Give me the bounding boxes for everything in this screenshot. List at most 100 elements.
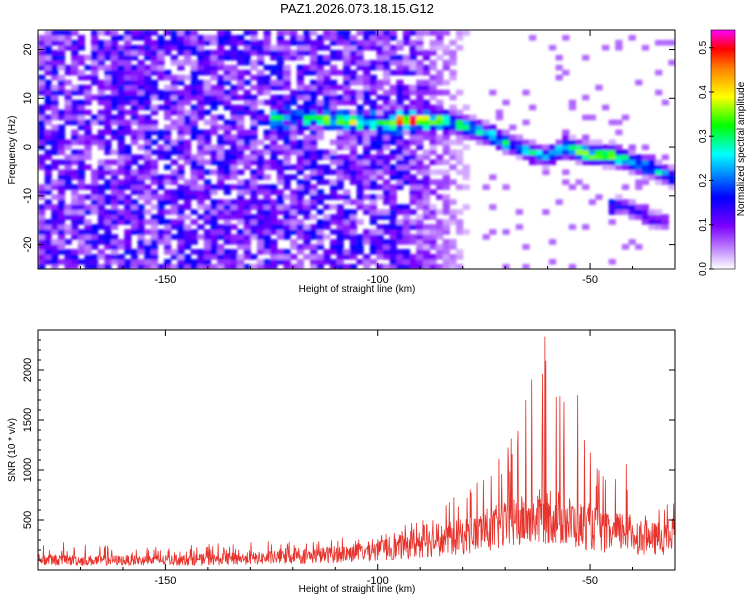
heatmap-cell [177, 244, 185, 250]
heatmap-cell [621, 159, 630, 166]
heatmap-cell [64, 214, 72, 220]
heatmap-cell [456, 129, 464, 136]
heatmap-cell [303, 49, 311, 56]
heatmap-cell [329, 64, 338, 71]
heatmap-cell [144, 189, 152, 195]
heatmap-cell [190, 184, 198, 190]
heatmap-cell [170, 39, 178, 46]
heatmap-cell [343, 109, 351, 116]
heatmap-cell [456, 89, 464, 96]
heatmap-cell [97, 89, 105, 96]
heatmap-cell [661, 179, 669, 185]
heatmap-cell [310, 54, 318, 61]
heatmap-cell [230, 159, 238, 166]
heatmap-cell [217, 174, 225, 180]
heatmap-cell [310, 139, 318, 146]
heatmap-cell [456, 134, 464, 141]
heatmap-cell [256, 184, 265, 190]
heatmap-cell [343, 159, 351, 166]
heatmap-cell [117, 69, 125, 76]
heatmap-cell [110, 39, 119, 46]
heatmap-cell [164, 164, 172, 171]
heatmap-cell [64, 94, 72, 101]
heatmap-cell [170, 119, 178, 126]
heatmap-cell [124, 179, 132, 185]
heatmap-cell [502, 264, 510, 269]
heatmap-cell [310, 264, 318, 269]
heatmap-cell [130, 64, 139, 71]
heatmap-cell [555, 154, 563, 161]
heatmap-cell [422, 134, 431, 141]
heatmap-cell [38, 139, 46, 146]
heatmap-cell [170, 89, 178, 96]
heatmap-cell [303, 64, 311, 71]
heatmap-cell [97, 174, 105, 180]
heatmap-cell [296, 179, 305, 185]
heatmap-cell [343, 94, 351, 101]
heatmap-cell [456, 264, 464, 269]
heatmap-cell [124, 204, 132, 210]
heatmap-cell [57, 44, 66, 51]
heatmap-cell [77, 44, 86, 51]
heatmap-cell [416, 39, 424, 46]
heatmap-cell [343, 64, 351, 71]
heatmap-cell [343, 164, 351, 171]
heatmap-cell [137, 234, 145, 240]
heatmap-cell [270, 219, 278, 225]
heatmap-cell [383, 164, 391, 171]
heatmap-cell [164, 99, 172, 106]
heatmap-cell [250, 104, 258, 111]
heatmap-cell [329, 154, 338, 161]
heatmap-cell [276, 144, 285, 151]
heatmap-cell [197, 114, 205, 121]
heatmap-cell [416, 69, 424, 76]
heatmap-cell [256, 39, 265, 46]
heatmap-cell [164, 69, 172, 76]
heatmap-cell [51, 39, 59, 46]
heatmap-cell [170, 74, 178, 81]
heatmap-cell [389, 209, 397, 215]
heatmap-cell [217, 149, 225, 156]
heatmap-cell [190, 119, 198, 126]
heatmap-cell [276, 219, 285, 225]
heatmap-cell [396, 119, 404, 126]
heatmap-cell [615, 159, 623, 166]
heatmap-cell [608, 119, 616, 126]
heatmap-cell [602, 154, 610, 161]
heatmap-cell [197, 89, 205, 96]
heatmap-cell [57, 249, 66, 255]
heatmap-cell [422, 174, 431, 180]
heatmap-cell [250, 109, 258, 116]
heatmap-cell [621, 154, 630, 161]
heatmap-cell [203, 34, 212, 41]
heatmap-cell [256, 164, 265, 171]
heatmap-cell [389, 194, 397, 200]
heatmap-cell [197, 49, 205, 56]
heatmap-cell [416, 249, 424, 255]
heatmap-cell [363, 204, 371, 210]
heatmap-cell [595, 139, 603, 146]
heatmap-cell [628, 239, 636, 245]
heatmap-cell [183, 179, 192, 185]
heatmap-cell [310, 184, 318, 190]
heatmap-cell [91, 39, 99, 46]
heatmap-cell [582, 139, 590, 146]
heatmap-cell [57, 244, 66, 250]
heatmap-cell [316, 69, 324, 76]
heatmap-cell [442, 124, 450, 131]
heatmap-cell [71, 259, 79, 265]
heatmap-cell [568, 144, 577, 151]
heatmap-cell [343, 30, 351, 36]
heatmap-cell [130, 209, 139, 215]
heatmap-cell [84, 129, 92, 136]
heatmap-cell [44, 219, 52, 225]
heatmap-cell [323, 84, 331, 91]
heatmap-cell [263, 129, 271, 136]
heatmap-cell [230, 144, 238, 151]
heatmap-cell [529, 149, 537, 156]
heatmap-cell [124, 159, 132, 166]
heatmap-y-tick-label: -20 [22, 237, 34, 253]
heatmap-cell [416, 64, 424, 71]
heatmap-cell [290, 189, 298, 195]
heatmap-cell [363, 134, 371, 141]
